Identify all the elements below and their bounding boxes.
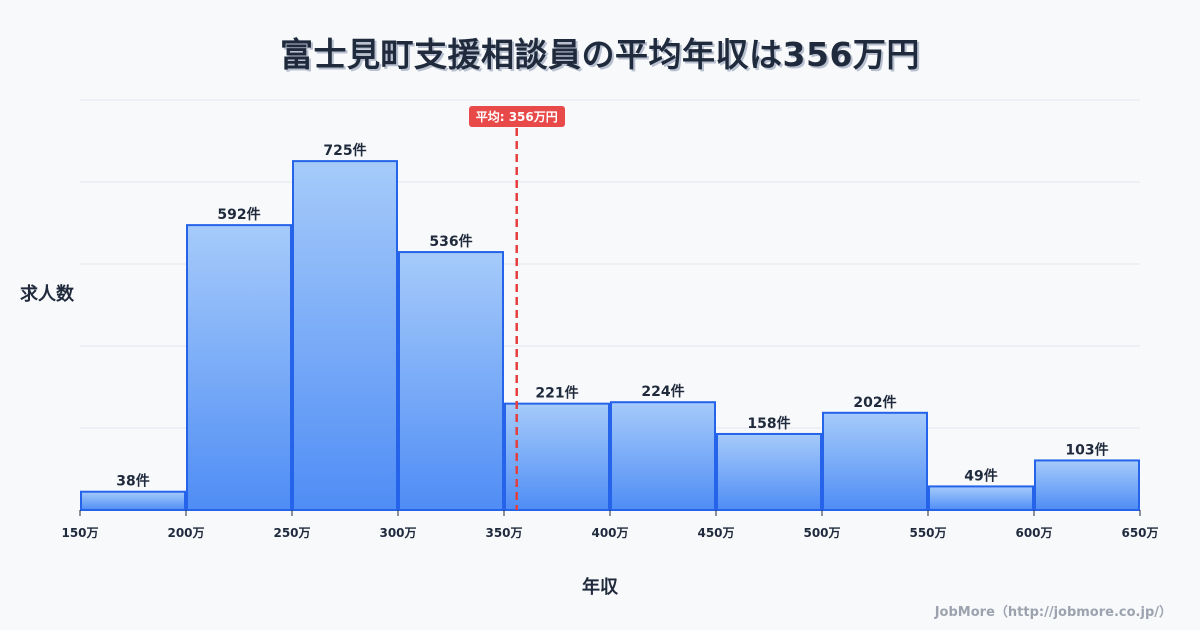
mean-badge: 平均: 356万円 [468,106,565,127]
x-tick-label: 600万 [1015,526,1052,540]
histogram-bar [398,251,504,511]
histogram-bar [822,411,928,511]
x-tick-label: 400万 [591,526,628,540]
histogram-bar [610,401,716,511]
x-tick-label: 350万 [485,526,522,540]
bar-value-label: 536件 [429,233,472,250]
histogram-bar [716,432,822,511]
x-tick-label: 650万 [1121,526,1158,540]
bar-value-label: 202件 [853,394,896,411]
bar-value-label: 725件 [323,142,366,159]
histogram-bar [292,160,398,511]
bar-value-label: 38件 [116,473,149,490]
x-axis-ticks: 150万 200万 250万 300万 350万 400万 450万 500万 550万 600万… [61,510,1159,540]
x-axis-label: 年収 [582,577,618,598]
histogram-bar [928,485,1034,512]
histogram-bar [80,490,186,512]
x-tick-label: 500万 [803,526,840,540]
bars: 38件 592件 725件 536件 221件 224件 158件 202件 49件 103件 [80,142,1140,512]
x-tick-label: 300万 [379,526,416,540]
y-axis-label: 求人数 [20,284,74,305]
histogram-bar [504,402,610,511]
x-tick-label: 250万 [273,526,310,540]
bar-value-label: 158件 [747,415,790,432]
bar-value-label: 592件 [217,206,260,223]
x-tick-label: 150万 [61,526,98,540]
bar-value-label: 221件 [535,385,578,402]
histogram-bar [186,224,292,511]
x-tick-label: 200万 [167,526,204,540]
bar-value-label: 49件 [964,467,997,484]
x-tick-label: 450万 [697,526,734,540]
bar-value-label: 224件 [641,383,684,400]
source-credit: JobMore（http://jobmore.co.jp/） [934,605,1172,620]
histogram-bar [1034,459,1140,511]
chart-title: 富士見町支援相談員の平均年収は356万円 [280,35,920,74]
bar-value-label: 103件 [1065,441,1108,458]
x-tick-label: 550万 [909,526,946,540]
